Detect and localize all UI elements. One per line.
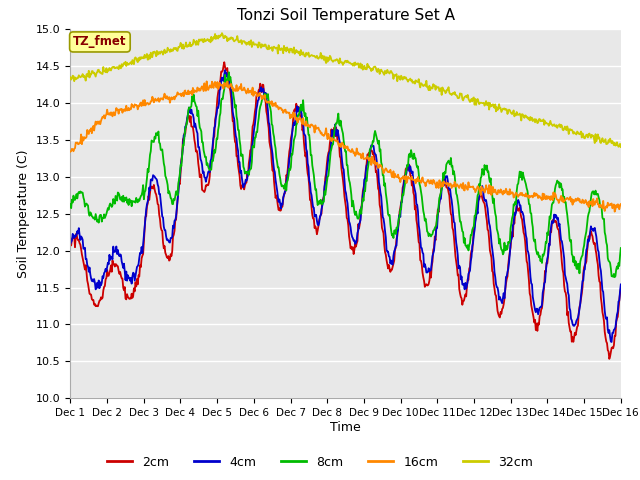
Title: Tonzi Soil Temperature Set A: Tonzi Soil Temperature Set A: [237, 9, 454, 24]
Text: TZ_fmet: TZ_fmet: [73, 36, 127, 48]
Legend: 2cm, 4cm, 8cm, 16cm, 32cm: 2cm, 4cm, 8cm, 16cm, 32cm: [102, 451, 538, 474]
Y-axis label: Soil Temperature (C): Soil Temperature (C): [17, 149, 30, 278]
X-axis label: Time: Time: [330, 421, 361, 434]
